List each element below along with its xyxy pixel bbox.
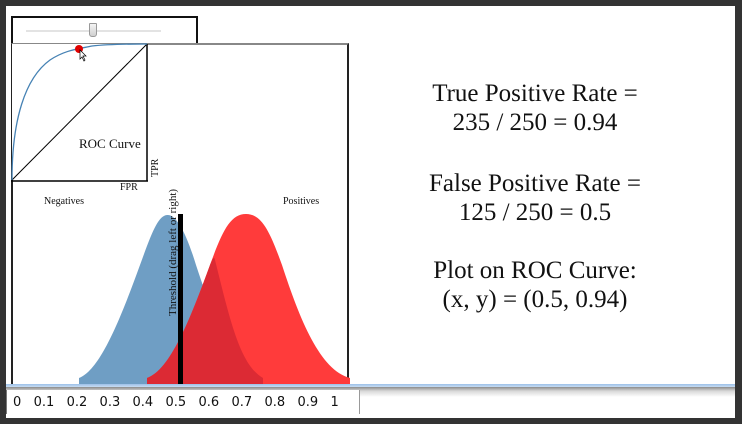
axis-tick: 0.6 xyxy=(198,394,220,410)
roc-point-heading: Plot on ROC Curve: xyxy=(433,257,637,284)
score-axis: 0 0.1 0.2 0.3 0.4 0.5 0.6 0.7 0.8 0.9 1 xyxy=(6,390,360,414)
threshold-slider-thumb[interactable] xyxy=(89,23,97,37)
separator-line xyxy=(6,384,735,387)
axis-tick: 0.3 xyxy=(99,394,121,410)
roc-xlabel: FPR xyxy=(120,182,138,193)
axis-tick: 0.7 xyxy=(231,394,253,410)
axis-tick: 0 xyxy=(13,394,22,410)
tpr-value: 235 / 250 = 0.94 xyxy=(452,109,618,136)
threshold-handle[interactable] xyxy=(178,214,183,385)
fpr-value: 125 / 250 = 0.5 xyxy=(458,199,612,226)
roc-point-value: (x, y) = (0.5, 0.94) xyxy=(442,286,628,313)
roc-ylabel: TPR xyxy=(150,158,161,177)
tpr-text: True Positive Rate = 235 / 250 = 0.94 xyxy=(380,79,690,137)
chance-diagonal xyxy=(11,43,148,181)
roc-title: ROC Curve xyxy=(79,136,141,151)
threshold-slider-panel xyxy=(11,16,198,45)
axis-tick: 0.2 xyxy=(66,394,88,410)
axis-tick: 0.5 xyxy=(165,394,187,410)
roc-inset xyxy=(11,43,148,182)
axis-tick: 1 xyxy=(330,394,339,410)
fpr-text: False Positive Rate = 125 / 250 = 0.5 xyxy=(380,169,690,227)
distribution-plot xyxy=(11,43,349,385)
roc-curve xyxy=(11,43,148,181)
negatives-label: Negatives xyxy=(44,196,84,207)
roc-point-text: Plot on ROC Curve: (x, y) = (0.5, 0.94) xyxy=(380,256,690,314)
threshold-label: Threshold (drag left or right) xyxy=(167,188,179,316)
overlap-region xyxy=(147,257,263,385)
axis-tick: 0.1 xyxy=(33,394,55,410)
axis-tick: 0.8 xyxy=(264,394,286,410)
positives-label: Positives xyxy=(283,196,320,207)
axis-tick: 0.9 xyxy=(297,394,319,410)
axis-tick: 0.4 xyxy=(132,394,154,410)
fpr-heading: False Positive Rate = xyxy=(429,170,641,197)
tpr-heading: True Positive Rate = xyxy=(432,80,638,107)
mouse-cursor-icon xyxy=(79,49,87,62)
